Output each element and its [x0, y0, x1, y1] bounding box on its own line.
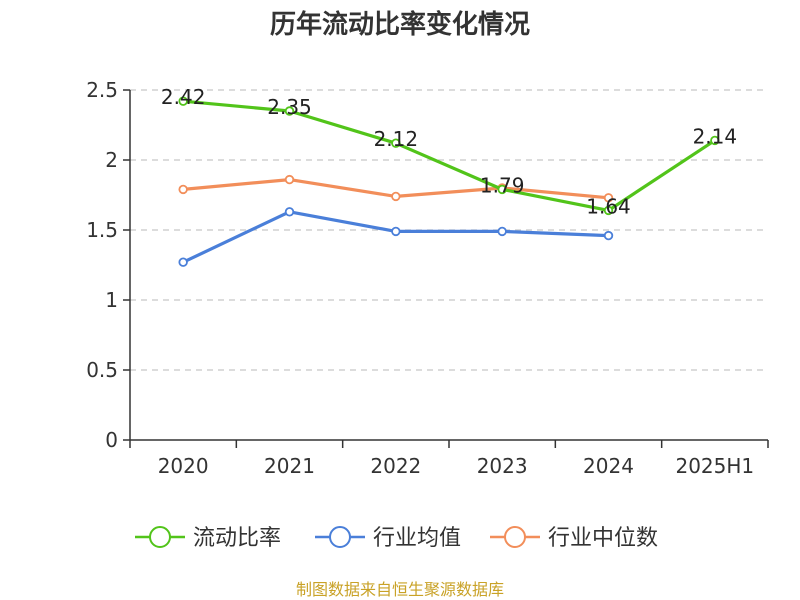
x-tick-label: 2024	[583, 454, 634, 478]
x-tick-label: 2023	[477, 454, 528, 478]
data-point	[710, 135, 720, 146]
data-point	[178, 184, 188, 195]
data-point	[284, 207, 295, 217]
legend-label: 流动比率	[193, 526, 281, 551]
data-point	[603, 205, 614, 216]
y-tick-label: 0.5	[86, 358, 118, 382]
legend-label: 行业中位数	[548, 526, 658, 551]
legend-swatch-marker	[329, 526, 351, 548]
x-axis-ticks: 2020 2021 2022 2023 2024 2025H1	[158, 454, 754, 478]
legend-swatch-marker	[504, 526, 526, 548]
data-point	[603, 193, 614, 203]
data-point	[178, 96, 188, 106]
chart-title: 历年流动比率变化情况	[270, 9, 530, 40]
data-point	[178, 257, 188, 267]
data-label: 2.35	[267, 95, 312, 119]
series-line-0	[183, 99, 716, 212]
legend-item[interactable]: 行业中位数	[490, 526, 658, 551]
x-tick-label: 2021	[264, 454, 315, 478]
y-tick-label: 1.5	[86, 218, 118, 242]
data-point	[497, 184, 507, 195]
y-tick-label: 0	[105, 428, 118, 452]
legend-swatch-marker	[149, 526, 171, 548]
source-note: 制图数据来自恒生聚源数据库	[296, 580, 504, 599]
x-tick-label: 2020	[158, 454, 209, 478]
data-label: 2.42	[161, 85, 206, 109]
data-point	[284, 106, 295, 116]
legend-label: 行业均值	[373, 526, 461, 551]
data-point	[391, 138, 401, 148]
data-label: 1.79	[480, 173, 525, 197]
y-axis-ticks: 0 0.5 1 1.5 2 2.5	[86, 78, 118, 452]
legend[interactable]: 流动比率 行业均值 行业中位数	[135, 526, 658, 551]
legend-item[interactable]: 行业均值	[315, 526, 461, 551]
series-line-1	[182, 210, 609, 264]
x-tick-label: 2025H1	[675, 454, 754, 478]
data-label: 2.14	[693, 124, 738, 148]
y-tick-label: 2.5	[86, 78, 118, 102]
data-point	[603, 230, 614, 241]
data-labels: 2.42 2.35 2.12 1.79 1.64 2.14	[161, 85, 737, 218]
data-label: 1.64	[586, 194, 631, 218]
y-tick-label: 2	[105, 148, 118, 172]
x-tick-label: 2022	[370, 454, 421, 478]
data-label: 2.12	[374, 127, 419, 151]
legend-item[interactable]: 流动比率	[135, 526, 281, 551]
data-point	[391, 191, 401, 202]
y-tick-label: 1	[105, 288, 118, 312]
axes	[123, 89, 769, 448]
series-group	[178, 96, 720, 267]
data-point	[497, 226, 507, 237]
data-point	[284, 174, 295, 185]
data-point	[391, 226, 401, 237]
